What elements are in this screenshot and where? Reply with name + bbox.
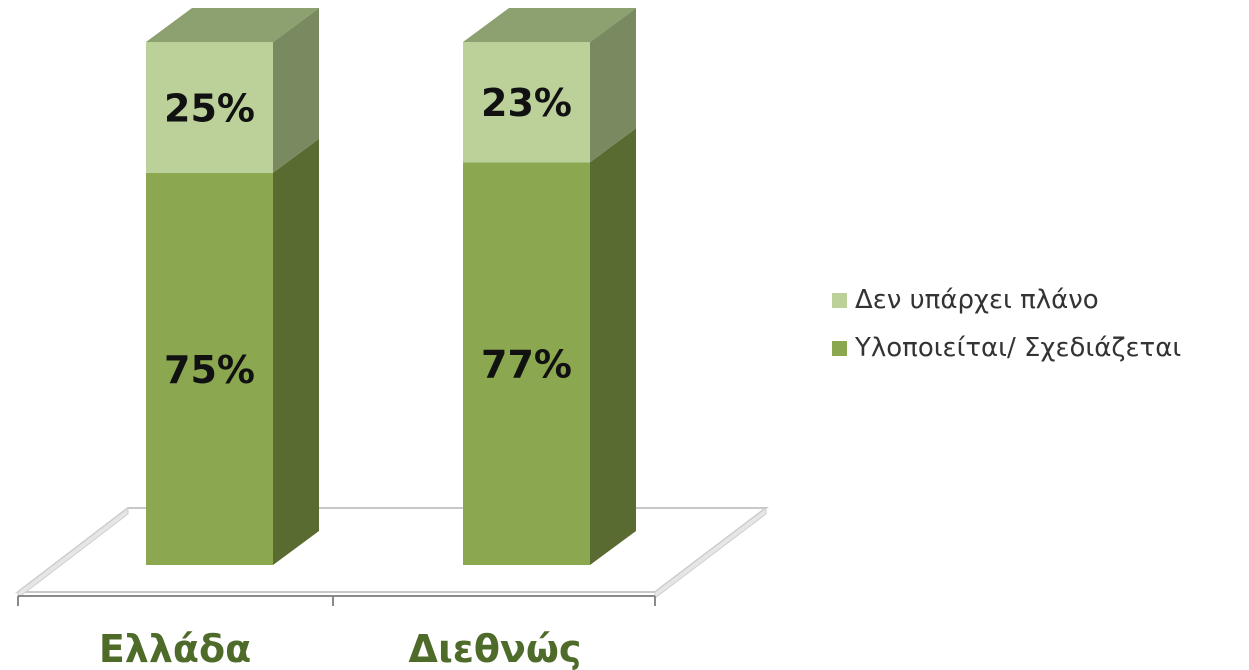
- bar-front: [146, 42, 273, 173]
- data-labels: 75% 25% 77% 23%: [164, 81, 572, 392]
- data-label-0-0: 75%: [164, 348, 255, 392]
- x-axis: [17, 595, 656, 606]
- bar-side: [590, 128, 636, 566]
- legend: Δεν υπάρχει πλάνο Υλοποιείται/ Σχεδιάζετ…: [832, 276, 1181, 372]
- bar-front: [146, 172, 273, 565]
- category-label-0: Ελλάδα: [99, 627, 251, 670]
- legend-swatch-implemented: [832, 340, 847, 356]
- bar-front: [463, 162, 590, 566]
- legend-item-no-plan: Δεν υπάρχει πλάνο: [832, 276, 1181, 324]
- bar-segment-0-1: [146, 8, 319, 173]
- legend-label-implemented: Υλοποιείται/ Σχεδιάζεται: [855, 333, 1182, 363]
- legend-label-no-plan: Δεν υπάρχει πλάνο: [855, 285, 1099, 315]
- bar-front: [463, 42, 590, 163]
- floor-plane: [15, 507, 769, 593]
- data-label-1-1: 23%: [481, 81, 572, 125]
- category-label-1: Διεθνώς: [409, 627, 582, 670]
- data-label-1-0: 77%: [481, 343, 572, 387]
- legend-item-implemented: Υλοποιείται/ Σχεδιάζεται: [832, 324, 1181, 372]
- bar-segment-1-1: [463, 8, 636, 163]
- bar-top: [463, 8, 636, 42]
- bar-side: [590, 8, 636, 163]
- bars: [146, 8, 636, 566]
- bar-top: [146, 8, 319, 42]
- bar-segment-1-0: [463, 128, 636, 566]
- chart-floor: [15, 506, 769, 600]
- data-label-0-1: 25%: [164, 86, 255, 130]
- bar-side: [273, 8, 319, 173]
- bar-segment-0-0: [146, 138, 319, 565]
- legend-swatch-no-plan: [832, 292, 847, 308]
- category-labels: Ελλάδα Διεθνώς: [99, 627, 582, 670]
- bar-side: [273, 138, 319, 565]
